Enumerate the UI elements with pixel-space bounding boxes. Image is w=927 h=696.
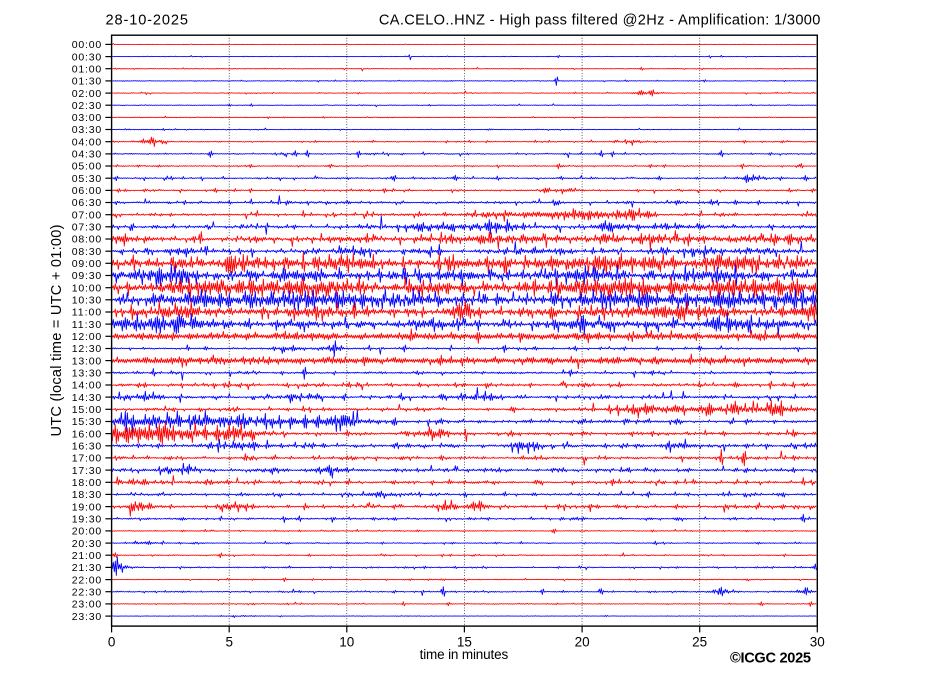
svg-text:22:00: 22:00 [72,574,102,586]
svg-text:0: 0 [108,635,116,650]
svg-text:02:00: 02:00 [72,88,102,100]
svg-text:17:00: 17:00 [72,453,102,465]
svg-text:02:30: 02:30 [72,100,102,112]
svg-text:©ICGC 2025: ©ICGC 2025 [730,651,811,667]
svg-text:16:00: 16:00 [72,428,102,440]
svg-text:18:30: 18:30 [72,489,102,501]
svg-text:5: 5 [225,635,233,650]
svg-text:16:30: 16:30 [72,441,102,453]
svg-text:19:30: 19:30 [72,514,102,526]
svg-text:22:30: 22:30 [72,586,102,598]
svg-text:05:30: 05:30 [72,173,102,185]
svg-text:09:00: 09:00 [72,258,102,270]
svg-text:10:30: 10:30 [72,295,102,307]
svg-text:07:30: 07:30 [72,222,102,234]
svg-text:15:00: 15:00 [72,404,102,416]
svg-text:04:30: 04:30 [72,149,102,161]
svg-text:12:00: 12:00 [72,331,102,343]
svg-text:06:30: 06:30 [72,197,102,209]
svg-text:25: 25 [692,635,707,650]
svg-text:00:30: 00:30 [72,51,102,63]
svg-text:10:00: 10:00 [72,282,102,294]
svg-text:23:30: 23:30 [72,611,102,623]
svg-text:15:30: 15:30 [72,416,102,428]
svg-text:11:00: 11:00 [72,307,102,319]
svg-text:20:00: 20:00 [72,526,102,538]
svg-text:10: 10 [339,635,354,650]
svg-text:28-10-2025: 28-10-2025 [106,12,189,28]
svg-text:00:00: 00:00 [72,39,102,51]
svg-text:time in minutes: time in minutes [420,647,509,662]
svg-text:03:30: 03:30 [72,124,102,136]
svg-text:CA.CELO..HNZ - High pass filte: CA.CELO..HNZ - High pass filtered @2Hz -… [379,12,821,28]
svg-text:18:00: 18:00 [72,477,102,489]
svg-text:13:30: 13:30 [72,368,102,380]
svg-text:UTC (local time = UTC + 01:00): UTC (local time = UTC + 01:00) [49,225,65,437]
svg-text:21:00: 21:00 [72,550,102,562]
svg-text:20:30: 20:30 [72,538,102,550]
svg-text:23:00: 23:00 [72,599,102,611]
svg-text:14:00: 14:00 [72,380,102,392]
svg-text:11:30: 11:30 [72,319,102,331]
svg-text:03:00: 03:00 [72,112,102,124]
svg-text:12:30: 12:30 [72,343,102,355]
svg-text:01:00: 01:00 [72,63,102,75]
svg-text:06:00: 06:00 [72,185,102,197]
svg-text:09:30: 09:30 [72,270,102,282]
svg-text:08:00: 08:00 [72,234,102,246]
svg-text:21:30: 21:30 [72,562,102,574]
svg-text:05:00: 05:00 [72,161,102,173]
svg-text:13:00: 13:00 [72,355,102,367]
svg-text:14:30: 14:30 [72,392,102,404]
svg-text:01:30: 01:30 [72,76,102,88]
svg-text:08:30: 08:30 [72,246,102,258]
svg-text:04:00: 04:00 [72,136,102,148]
svg-text:07:00: 07:00 [72,209,102,221]
svg-text:15: 15 [457,635,472,650]
svg-text:17:30: 17:30 [72,465,102,477]
svg-text:20: 20 [575,635,590,650]
svg-text:30: 30 [810,635,825,650]
svg-text:19:00: 19:00 [72,501,102,513]
